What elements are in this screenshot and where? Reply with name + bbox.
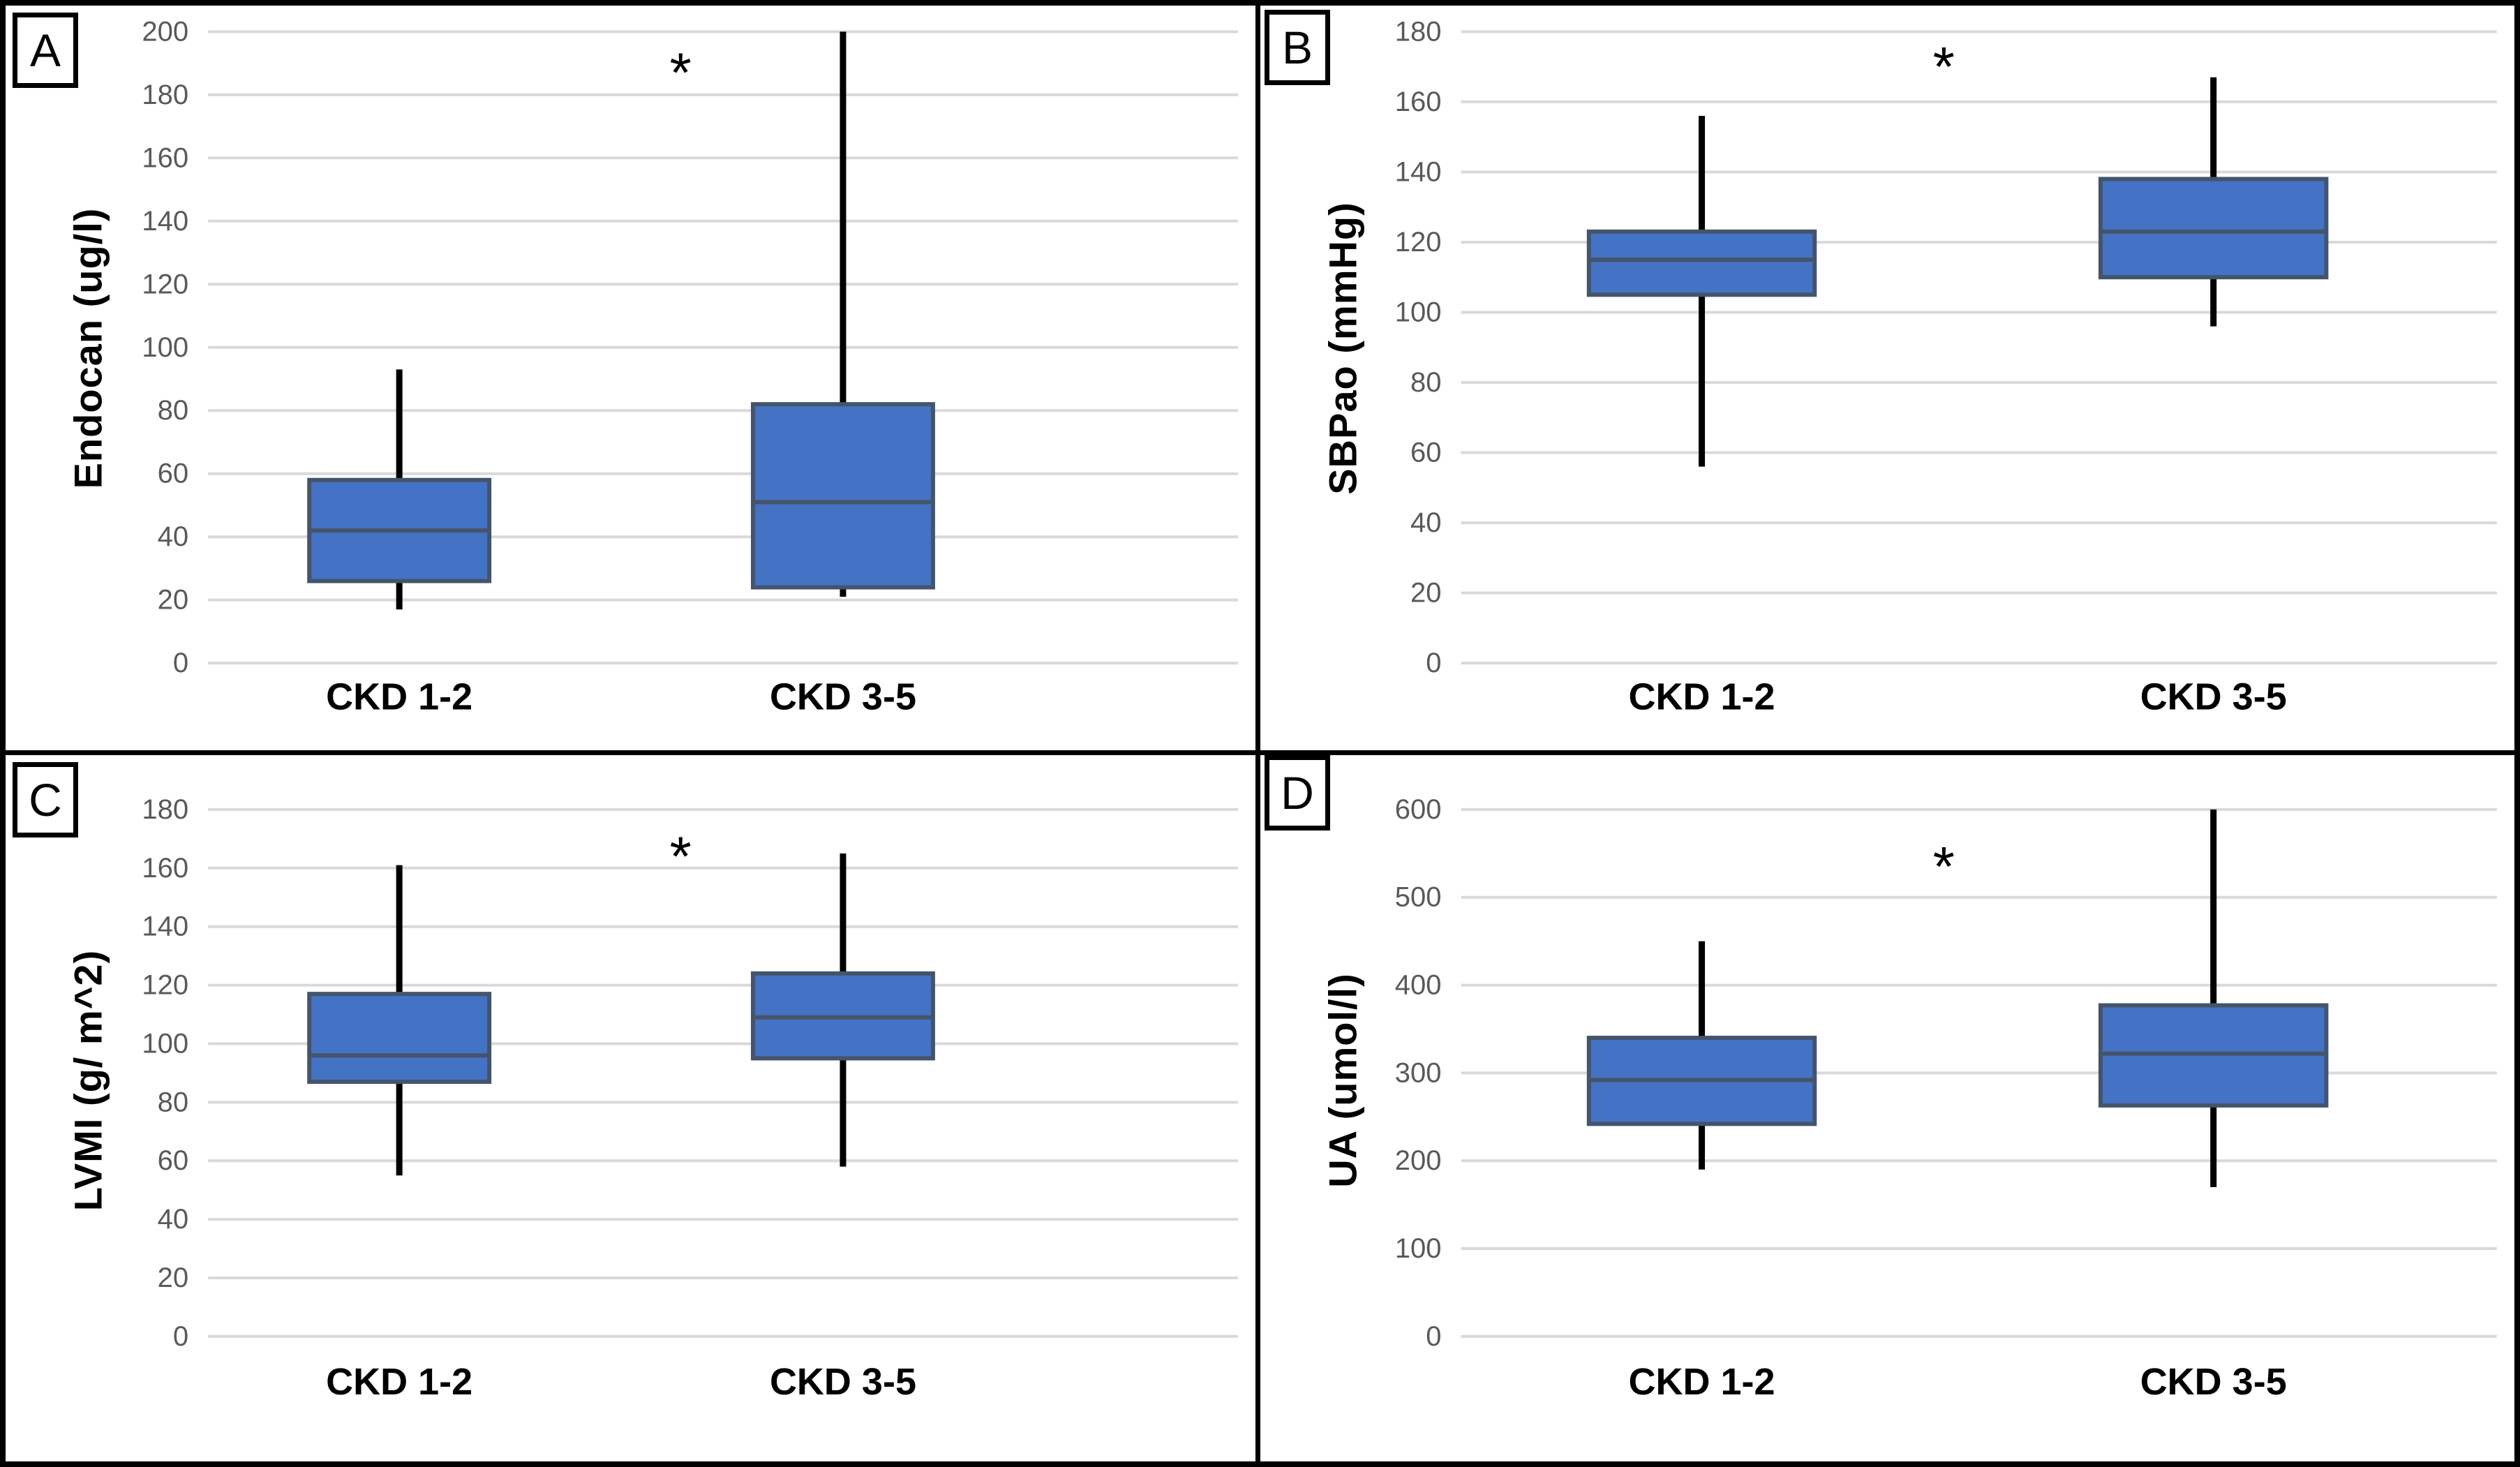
panel-a-chart: 0 20 40 60 80 100 120 140 160 180 200 CKD 1-2 CKD 3-… xyxy=(142,16,1238,717)
y-tick-label: 40 xyxy=(158,1204,189,1235)
category-label: CKD 1-2 xyxy=(1629,676,1775,717)
y-tick-label: 60 xyxy=(158,459,189,489)
category-label: CKD 3-5 xyxy=(2140,1361,2287,1403)
box xyxy=(751,402,935,590)
y-tick-label: 160 xyxy=(1395,87,1442,117)
y-tick-label: 100 xyxy=(1395,297,1442,327)
y-tick-label: 0 xyxy=(1426,1321,1441,1352)
y-tick-label: 80 xyxy=(158,1087,189,1117)
panel-b-y-axis-title: SBPao (mmHg) xyxy=(1320,202,1365,495)
panel-b: B SBPao (mmHg) 0 20 40 60 80 100 120 140 160 180 C… xyxy=(1260,6,2514,755)
y-tick-label: 60 xyxy=(158,1145,189,1176)
box xyxy=(307,992,492,1084)
y-tick-label: 20 xyxy=(1410,578,1442,609)
category-label: CKD 3-5 xyxy=(2140,676,2287,717)
y-tick-label: 160 xyxy=(142,142,188,173)
y-tick-label: 80 xyxy=(1410,367,1442,398)
panel-c-chart: 0 20 40 60 80 100 120 140 160 180 CKD 1-2 CKD 3-5 * xyxy=(142,794,1238,1403)
significance-asterisk: * xyxy=(670,42,692,104)
panel-a-letter: A xyxy=(13,13,78,88)
panel-b-chart: 0 20 40 60 80 100 120 140 160 180 CKD 1-2 CKD 3-5 * xyxy=(1395,16,2497,717)
y-tick-label: 100 xyxy=(142,1028,188,1059)
y-tick-label: 0 xyxy=(173,1321,188,1352)
y-tick-label: 140 xyxy=(142,206,188,237)
box xyxy=(2098,177,2329,280)
y-tick-label: 20 xyxy=(158,1263,189,1293)
significance-asterisk: * xyxy=(670,826,692,888)
significance-asterisk: * xyxy=(1933,835,1955,898)
panel-d-letter: D xyxy=(1265,755,1330,831)
category-label: CKD 1-2 xyxy=(326,1361,472,1403)
y-tick-label: 180 xyxy=(142,794,188,825)
y-tick-label: 400 xyxy=(1395,970,1442,1001)
y-tick-label: 300 xyxy=(1395,1057,1442,1088)
panel-d: D UA (umol/l) 0 100 200 300 400 500 600 CKD 1-2… xyxy=(1260,755,2514,1461)
y-tick-label: 180 xyxy=(142,80,188,110)
y-tick-label: 140 xyxy=(1395,156,1442,187)
y-tick-label: 120 xyxy=(1395,227,1442,258)
y-tick-label: 100 xyxy=(142,332,188,363)
y-tick-label: 600 xyxy=(1395,794,1442,825)
y-tick-label: 60 xyxy=(1410,438,1442,468)
panel-c-letter: C xyxy=(13,762,78,837)
box xyxy=(1586,229,1817,297)
y-tick-label: 80 xyxy=(158,395,189,426)
category-label: CKD 3-5 xyxy=(770,1361,916,1403)
y-tick-label: 180 xyxy=(1395,16,1442,47)
panel-b-letter: B xyxy=(1265,10,1330,85)
y-tick-label: 40 xyxy=(158,521,189,552)
y-tick-label: 500 xyxy=(1395,882,1442,913)
y-tick-label: 200 xyxy=(1395,1145,1442,1176)
panel-a: A Endocan (ug/l) 0 20 40 60 80 100 120 140 160 18… xyxy=(6,6,1260,755)
category-label: CKD 1-2 xyxy=(1629,1361,1775,1403)
category-label: CKD 1-2 xyxy=(326,676,472,717)
y-tick-label: 140 xyxy=(142,911,188,942)
y-tick-label: 120 xyxy=(142,970,188,1001)
y-tick-label: 40 xyxy=(1410,507,1442,538)
category-label: CKD 3-5 xyxy=(770,676,916,717)
y-tick-label: 160 xyxy=(142,853,188,884)
y-tick-label: 200 xyxy=(142,16,188,47)
panel-c: C LVMI (g/ m^2) 0 20 40 60 80 100 120 140 160 180… xyxy=(6,755,1260,1461)
panel-c-y-axis-title: LVMI (g/ m^2) xyxy=(66,949,110,1211)
y-tick-label: 0 xyxy=(1426,648,1441,678)
significance-asterisk: * xyxy=(1933,36,1955,98)
y-tick-label: 20 xyxy=(158,585,189,616)
panel-d-y-axis-title: UA (umol/l) xyxy=(1320,972,1365,1188)
y-tick-label: 120 xyxy=(142,269,188,299)
panel-d-chart: 0 100 200 300 400 500 600 CKD 1-2 CKD 3-5 * xyxy=(1395,794,2497,1403)
y-tick-label: 0 xyxy=(173,648,188,678)
panel-a-y-axis-title: Endocan (ug/l) xyxy=(66,207,110,489)
y-tick-label: 100 xyxy=(1395,1233,1442,1264)
